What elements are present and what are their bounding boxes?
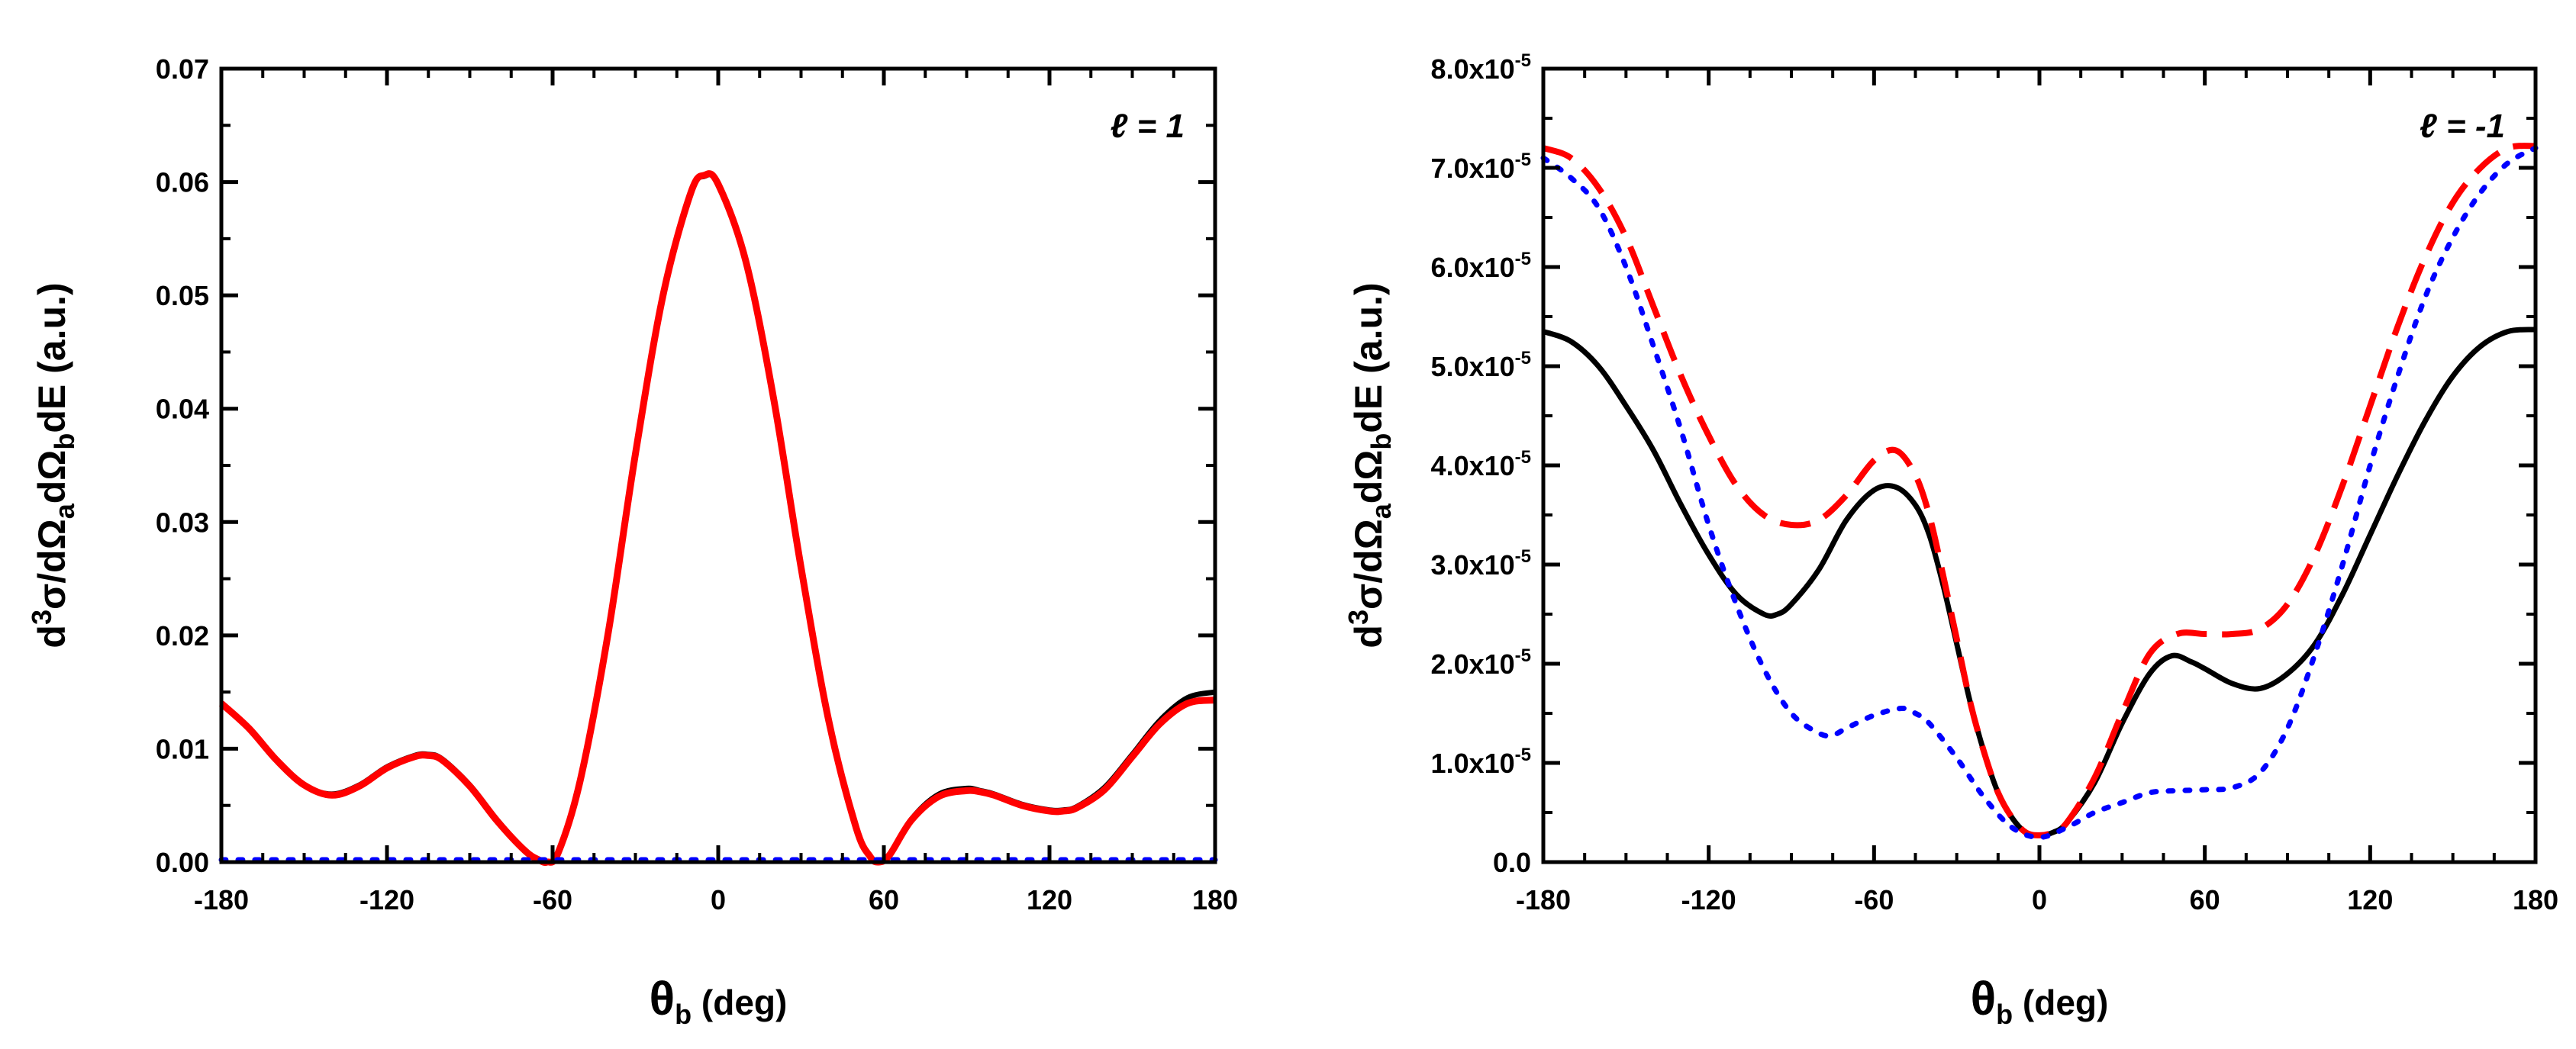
left-xlabel-unit: (deg): [692, 983, 787, 1022]
right-ytick-label: 5.0x10-5: [1431, 348, 1531, 382]
left-ytick-label: 0.02: [156, 620, 209, 652]
left-ytick-label: 0.01: [156, 733, 209, 764]
right-xlabel-sub: b: [1996, 999, 2013, 1030]
right-ylabel-sigma: σ/dΩ: [1347, 519, 1390, 610]
right-series-blue-dotted: [1540, 145, 2539, 840]
svg-text:d3σ/dΩadΩbdE (a.u.): d3σ/dΩadΩbdE (a.u.): [26, 282, 80, 648]
right-ylabel-d: d: [1347, 625, 1390, 648]
right-xtick-label: -180: [1516, 884, 1571, 915]
right-ylabel-sub-b: b: [1365, 433, 1397, 450]
left-series-red-dashed: [218, 170, 1216, 867]
left-ylabel-sup3: 3: [26, 610, 57, 625]
right-xtick-label: 0: [2032, 884, 2047, 915]
right-ylabel-tail: dE (a.u.): [1347, 282, 1390, 433]
right-xtick-label: 60: [2190, 884, 2220, 915]
left-ytick-label: 0.04: [156, 394, 209, 425]
left-xlabel-sub: b: [675, 999, 692, 1030]
right-y-axis-label: d3σ/dΩadΩbdE (a.u.): [1343, 282, 1397, 648]
left-ylabel-sigma: σ/dΩ: [31, 519, 73, 610]
svg-text:d3σ/dΩadΩbdE (a.u.): d3σ/dΩadΩbdE (a.u.): [1343, 282, 1397, 648]
left-xtick-label: -60: [533, 884, 572, 915]
left-axis-ticks: -180 -120 -60 0 60 120 180 0.00 0.01 0.02 0.03 0.04…: [156, 53, 1238, 915]
right-chart-panel: -180 -120 -60 0 60 120 180 0.0 1.0x10-5 2.0x10-5 3…: [1343, 50, 2558, 1030]
left-xtick-label: 180: [1192, 884, 1238, 915]
right-series-red-dashed: [1542, 143, 2536, 838]
left-ytick-label: 0.00: [156, 847, 209, 878]
left-x-axis-label: θb (deg): [650, 973, 788, 1030]
right-xtick-label: 120: [2347, 884, 2393, 915]
left-ytick-label: 0.03: [156, 507, 209, 538]
right-xtick-label: 180: [2513, 884, 2558, 915]
left-panel-label: ℓ = 1: [1111, 108, 1185, 145]
left-xtick-label: 60: [869, 884, 899, 915]
left-ylabel-sub-b: b: [49, 433, 80, 450]
right-ytick-label: 1.0x10-5: [1431, 745, 1531, 779]
right-xlabel-theta: θ: [1971, 973, 1997, 1025]
right-xtick-label: -120: [1681, 884, 1736, 915]
right-axis-ticks: -180 -120 -60 0 60 120 180 0.0 1.0x10-5 2.0x10-5 3…: [1431, 50, 2558, 915]
right-ylabel-sub-a: a: [1365, 503, 1397, 519]
right-ytick-label: 3.0x10-5: [1431, 546, 1531, 581]
left-xlabel-theta: θ: [650, 973, 675, 1025]
right-x-axis-label: θb (deg): [1971, 973, 2109, 1030]
left-ytick-label: 0.06: [156, 167, 209, 198]
right-ytick-label: 4.0x10-5: [1431, 447, 1531, 481]
right-xlabel-unit: (deg): [2013, 983, 2108, 1022]
right-plot-frame: [1541, 66, 2538, 864]
left-ylabel-omega: dΩ: [31, 450, 73, 504]
right-xtick-label: -60: [1854, 884, 1894, 915]
left-y-axis-label: d3σ/dΩadΩbdE (a.u.): [26, 282, 80, 648]
left-ytick-label: 0.07: [156, 53, 209, 85]
right-ylabel-sup3: 3: [1343, 610, 1374, 625]
right-ytick-label: 8.0x10-5: [1431, 50, 1531, 85]
left-plot-lines: [218, 170, 1218, 867]
left-xtick-label: -180: [194, 884, 249, 915]
left-series-black-solid: [219, 172, 1216, 866]
right-panel-label: ℓ = -1: [2420, 108, 2505, 145]
right-ytick-label: 6.0x10-5: [1431, 249, 1531, 283]
right-ytick-label: 7.0x10-5: [1431, 150, 1531, 184]
left-xtick-label: 120: [1027, 884, 1072, 915]
right-ylabel-omega: dΩ: [1347, 450, 1390, 504]
left-ylabel-sub-a: a: [49, 503, 80, 519]
right-plot-lines: [1540, 143, 2539, 840]
left-ytick-label: 0.05: [156, 280, 209, 311]
left-xtick-label: 0: [711, 884, 726, 915]
right-ytick-label: 0.0: [1493, 847, 1531, 878]
left-chart-panel: -180 -120 -60 0 60 120 180 0.00 0.01 0.02 0.03 0.04…: [26, 53, 1238, 1030]
right-ytick-label: 2.0x10-5: [1431, 645, 1531, 680]
right-series-black-solid: [1542, 327, 2536, 838]
left-xtick-label: -120: [359, 884, 414, 915]
left-ylabel-tail: dE (a.u.): [31, 282, 73, 433]
left-ylabel-d: d: [31, 625, 73, 648]
